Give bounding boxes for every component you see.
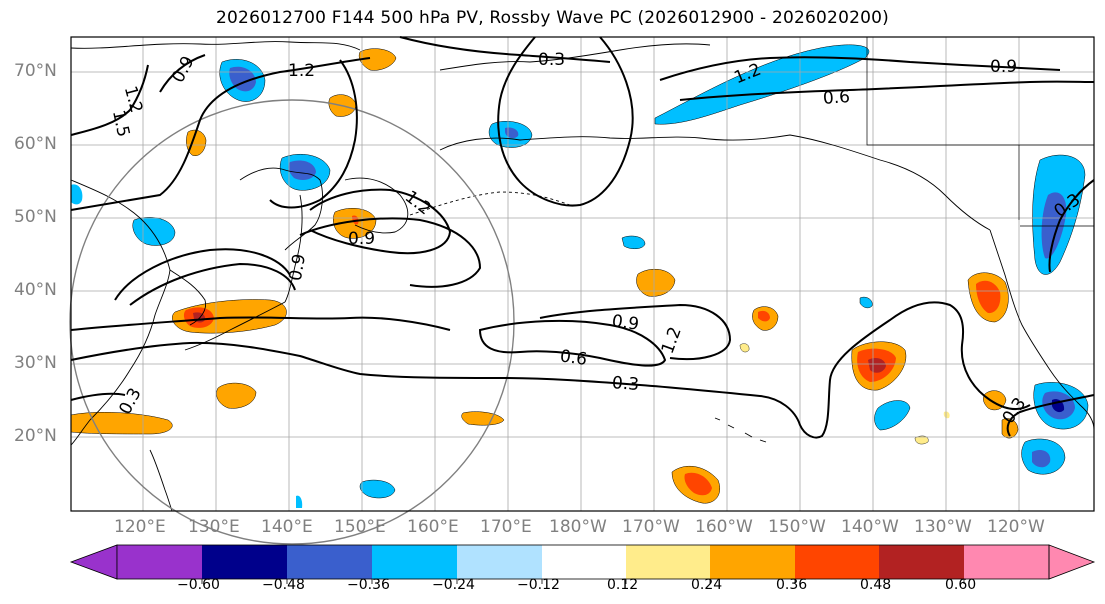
colorbar-tick-label: −0.60	[177, 577, 220, 593]
colorbar-frame	[116, 544, 1050, 580]
contour-label: 0.9	[286, 252, 310, 282]
lon-label: 130°W	[914, 517, 972, 537]
lon-label: 140°W	[841, 517, 899, 537]
yellow-anomaly	[914, 435, 929, 445]
analysis-circle	[69, 99, 515, 545]
colorbar-bin	[879, 545, 964, 579]
darkred-anomaly	[868, 358, 886, 373]
lat-label: 70°N	[14, 61, 57, 81]
colorbar-tick-label: 0.60	[945, 577, 977, 593]
contour-label: 0.6	[559, 346, 589, 370]
lon-label: 160°W	[695, 517, 753, 537]
orange-anomaly	[358, 48, 397, 71]
blue-anomaly	[859, 296, 873, 309]
contour-label: 0.6	[822, 87, 850, 109]
colorbar-tick-label: −0.48	[262, 577, 305, 593]
colorbar-bin	[287, 545, 372, 579]
colorbar-bin	[795, 545, 879, 579]
red-anomaly	[684, 472, 712, 496]
colorbar-tick-label: −0.36	[347, 577, 390, 593]
lat-label: 20°N	[14, 426, 57, 446]
lon-label: 120°W	[987, 517, 1045, 537]
blue-anomaly	[296, 495, 303, 508]
contour-label: 1.2	[288, 61, 315, 81]
contour-label: 0.9	[611, 311, 641, 335]
lon-label: 160°E	[407, 517, 459, 537]
yellow-anomaly	[943, 411, 950, 419]
pv-contours	[70, 36, 1095, 439]
orange-anomaly	[636, 268, 676, 297]
lon-label: 170°W	[622, 517, 680, 537]
lat-label: 50°N	[14, 207, 57, 227]
colorbar-tick-label: −0.24	[432, 577, 475, 593]
lat-label: 40°N	[14, 280, 57, 300]
contour-label: 0.9	[348, 229, 375, 249]
blue-mid-anomaly	[1041, 192, 1067, 259]
contour-label: 0.9	[990, 57, 1017, 77]
colorbar-tick-label: 0.36	[776, 577, 808, 593]
colorbar-tick-label: 0.48	[860, 577, 892, 593]
lon-label: 140°E	[261, 517, 313, 537]
red-anomaly	[976, 280, 1001, 314]
gridlines	[71, 37, 1094, 511]
lon-label: 170°E	[480, 517, 532, 537]
red-anomaly	[758, 310, 770, 322]
map-frame	[70, 36, 1095, 512]
colorbar-max-extend	[1048, 544, 1096, 580]
blue-mid-anomaly	[1032, 450, 1051, 468]
lon-label: 180°W	[549, 517, 607, 537]
blue-mid-anomaly	[288, 160, 316, 180]
colorbar-bin	[626, 545, 710, 579]
lon-label: 130°E	[188, 517, 240, 537]
colorbar-bin	[372, 545, 457, 579]
colorbar-bin	[202, 545, 287, 579]
colorbar-bin	[117, 545, 202, 579]
colorbar-bin	[710, 545, 795, 579]
blue-anomaly	[71, 184, 83, 205]
orange-anomaly	[70, 412, 173, 435]
orange-anomaly	[216, 382, 257, 409]
colorbar-min-extend	[69, 544, 118, 580]
plot-title: 2026012700 F144 500 hPa PV, Rossby Wave …	[216, 8, 889, 28]
lat-label: 30°N	[14, 353, 57, 373]
contour-label: 0.3	[611, 373, 639, 395]
colorbar-bin	[542, 545, 626, 579]
lat-label: 60°N	[14, 134, 57, 154]
blue-anomaly	[359, 479, 396, 499]
colorbar-tick-label: 0.24	[691, 577, 723, 593]
colorbar	[69, 544, 1096, 584]
colorbar-tick-label: 0.12	[607, 577, 639, 593]
contour-label: 0.3	[538, 50, 565, 70]
yellow-anomaly	[739, 343, 750, 353]
colorbar-tick-label: −0.12	[517, 577, 560, 593]
lon-label: 150°E	[334, 517, 386, 537]
colorbar-bin	[457, 545, 542, 579]
blue-anomaly	[621, 235, 646, 249]
map-background	[71, 37, 1094, 511]
lon-label: 120°E	[114, 517, 166, 537]
lon-label: 150°W	[768, 517, 826, 537]
colorbar-bin	[964, 545, 1049, 579]
blue-anomaly	[874, 400, 911, 431]
